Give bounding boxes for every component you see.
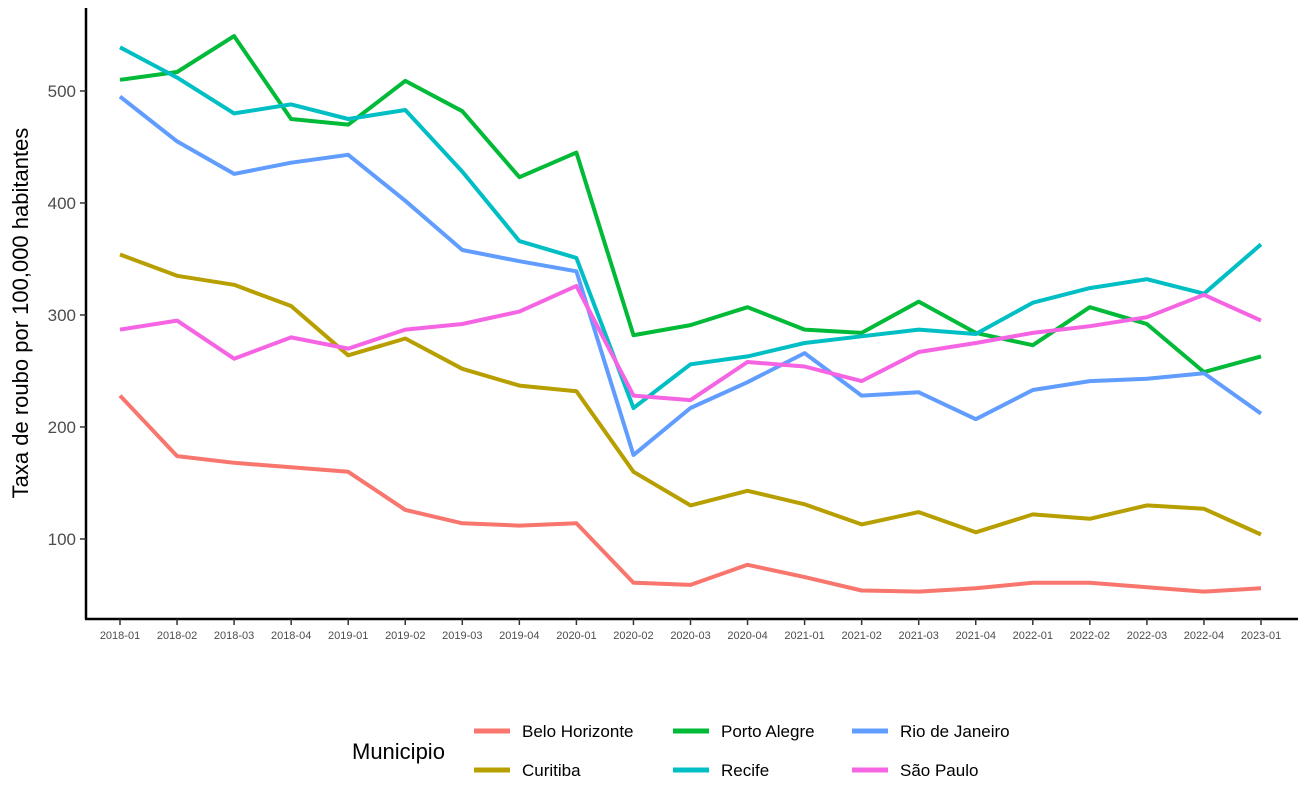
y-axis-title: Taxa de roubo por 100,000 habitantes bbox=[8, 128, 33, 499]
x-tick-label: 2018-04 bbox=[271, 630, 311, 642]
legend-label: Belo Horizonte bbox=[522, 722, 634, 741]
x-tick-label: 2018-01 bbox=[100, 630, 140, 642]
series-line-porto-alegre bbox=[119, 34, 1262, 375]
x-tick-label: 2020-01 bbox=[556, 630, 596, 642]
x-tick-label: 2022-01 bbox=[1013, 630, 1053, 642]
x-tick-label: 2022-04 bbox=[1184, 630, 1224, 642]
x-tick-label: 2019-04 bbox=[499, 630, 539, 642]
x-tick-label: 2018-03 bbox=[214, 630, 254, 642]
y-tick-label: 400 bbox=[48, 194, 76, 213]
x-tick-label: 2020-04 bbox=[727, 630, 767, 642]
series-line-belo-horizonte bbox=[118, 394, 1262, 594]
y-tick-label: 200 bbox=[48, 418, 76, 437]
x-tick-label: 2020-03 bbox=[670, 630, 710, 642]
x-tick-label: 2021-04 bbox=[956, 630, 996, 642]
y-axis-ticks: 100 200 300 400 500 bbox=[48, 82, 86, 549]
x-tick-label: 2020-02 bbox=[613, 630, 653, 642]
legend-label: São Paulo bbox=[900, 761, 978, 780]
legend-title: Municipio bbox=[352, 739, 445, 764]
x-tick-label: 2023-01 bbox=[1241, 630, 1281, 642]
series-line-recife bbox=[119, 45, 1263, 410]
legend-label: Recife bbox=[721, 761, 769, 780]
x-tick-label: 2019-01 bbox=[328, 630, 368, 642]
x-tick-label: 2022-02 bbox=[1070, 630, 1110, 642]
x-tick-label: 2021-03 bbox=[899, 630, 939, 642]
y-tick-label: 500 bbox=[48, 82, 76, 101]
legend-label: Porto Alegre bbox=[721, 722, 815, 741]
x-tick-label: 2018-02 bbox=[157, 630, 197, 642]
x-tick-label: 2019-03 bbox=[442, 630, 482, 642]
series-line-são-paulo bbox=[119, 283, 1262, 403]
y-tick-label: 300 bbox=[48, 306, 76, 325]
x-tick-label: 2021-02 bbox=[841, 630, 881, 642]
x-axis-ticks: 2018-01 2018-02 2018-03 2018-04 2019-01 2019-… bbox=[100, 619, 1281, 642]
x-tick-label: 2019-02 bbox=[385, 630, 425, 642]
legend: Municipio Belo Horizonte Curitiba Porto Al… bbox=[352, 722, 1010, 780]
series-line-rio-de-janeiro bbox=[118, 95, 1263, 457]
legend-label: Curitiba bbox=[522, 761, 581, 780]
series-line-curitiba bbox=[119, 252, 1262, 537]
legend-label: Rio de Janeiro bbox=[900, 722, 1010, 741]
y-tick-label: 100 bbox=[48, 530, 76, 549]
plot-lines bbox=[118, 34, 1263, 594]
x-tick-label: 2022-03 bbox=[1127, 630, 1167, 642]
x-tick-label: 2021-01 bbox=[784, 630, 824, 642]
